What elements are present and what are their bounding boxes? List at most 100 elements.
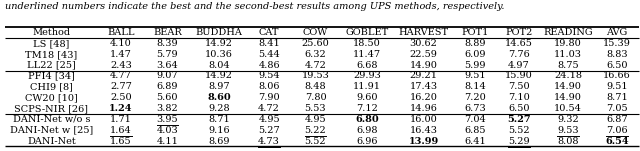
Text: 9.51: 9.51 — [465, 71, 486, 80]
Text: 1.65: 1.65 — [110, 137, 132, 146]
Text: 29.93: 29.93 — [353, 71, 381, 80]
Text: 16.20: 16.20 — [410, 93, 438, 102]
Text: 8.48: 8.48 — [305, 82, 326, 91]
Text: 25.60: 25.60 — [301, 39, 330, 48]
Text: 18.50: 18.50 — [353, 39, 381, 48]
Text: 8.04: 8.04 — [208, 61, 230, 70]
Text: 4.73: 4.73 — [258, 137, 280, 146]
Text: 9.54: 9.54 — [259, 71, 280, 80]
Text: 5.99: 5.99 — [465, 61, 486, 70]
Text: 4.03: 4.03 — [157, 126, 179, 135]
Text: 3.64: 3.64 — [157, 61, 179, 70]
Text: 10.36: 10.36 — [205, 50, 233, 59]
Text: 7.50: 7.50 — [508, 82, 530, 91]
Text: 19.80: 19.80 — [554, 39, 582, 48]
Text: 8.14: 8.14 — [464, 82, 486, 91]
Text: 2.50: 2.50 — [110, 93, 132, 102]
Text: 9.07: 9.07 — [157, 71, 178, 80]
Text: 5.27: 5.27 — [259, 126, 280, 135]
Text: 6.54: 6.54 — [605, 137, 628, 146]
Text: 9.32: 9.32 — [557, 115, 579, 124]
Text: 22.59: 22.59 — [410, 50, 438, 59]
Text: DANI-Net w/o s: DANI-Net w/o s — [13, 115, 90, 124]
Text: 8.83: 8.83 — [606, 50, 628, 59]
Text: 1.24: 1.24 — [109, 104, 132, 113]
Text: CW20 [10]: CW20 [10] — [25, 93, 78, 102]
Text: SCPS-NIR [26]: SCPS-NIR [26] — [15, 104, 88, 113]
Text: CHI9 [8]: CHI9 [8] — [30, 82, 73, 91]
Text: 7.05: 7.05 — [606, 104, 628, 113]
Text: CAT: CAT — [259, 28, 280, 37]
Text: BALL: BALL — [108, 28, 135, 37]
Text: 14.92: 14.92 — [205, 39, 233, 48]
Text: 4.72: 4.72 — [258, 104, 280, 113]
Text: POT1: POT1 — [461, 28, 489, 37]
Text: 10.54: 10.54 — [554, 104, 582, 113]
Text: 4.72: 4.72 — [305, 61, 326, 70]
Text: 14.92: 14.92 — [205, 71, 233, 80]
Text: 16.00: 16.00 — [410, 115, 438, 124]
Text: 7.10: 7.10 — [508, 93, 530, 102]
Text: 8.69: 8.69 — [208, 137, 230, 146]
Text: PFI4 [34]: PFI4 [34] — [28, 71, 75, 80]
Text: 14.96: 14.96 — [410, 104, 438, 113]
Text: 2.43: 2.43 — [110, 61, 132, 70]
Text: 17.43: 17.43 — [410, 82, 438, 91]
Text: 9.51: 9.51 — [606, 82, 628, 91]
Text: 6.32: 6.32 — [305, 50, 326, 59]
Text: Method: Method — [33, 28, 70, 37]
Text: 6.50: 6.50 — [606, 61, 628, 70]
Text: 5.60: 5.60 — [157, 93, 178, 102]
Text: COW: COW — [303, 28, 328, 37]
Text: 6.73: 6.73 — [464, 104, 486, 113]
Text: 8.75: 8.75 — [557, 61, 579, 70]
Text: 8.08: 8.08 — [557, 137, 579, 146]
Text: 24.18: 24.18 — [554, 71, 582, 80]
Text: 4.95: 4.95 — [305, 115, 326, 124]
Text: 8.97: 8.97 — [208, 82, 230, 91]
Text: 14.90: 14.90 — [554, 93, 582, 102]
Text: 4.77: 4.77 — [110, 71, 132, 80]
Text: BEAR: BEAR — [153, 28, 182, 37]
Text: underlined numbers indicate the best and the second-best results among UPS metho: underlined numbers indicate the best and… — [5, 2, 504, 11]
Text: BUDDHA: BUDDHA — [195, 28, 243, 37]
Text: 6.41: 6.41 — [464, 137, 486, 146]
Text: 9.53: 9.53 — [557, 126, 579, 135]
Text: 5.52: 5.52 — [508, 126, 530, 135]
Text: 16.66: 16.66 — [603, 71, 630, 80]
Text: 6.68: 6.68 — [356, 61, 378, 70]
Text: 1.71: 1.71 — [110, 115, 132, 124]
Text: 4.97: 4.97 — [508, 61, 530, 70]
Text: 8.89: 8.89 — [465, 39, 486, 48]
Text: 15.90: 15.90 — [505, 71, 533, 80]
Text: LL22 [25]: LL22 [25] — [27, 61, 76, 70]
Text: 8.71: 8.71 — [606, 93, 628, 102]
Text: 5.52: 5.52 — [305, 137, 326, 146]
Text: 8.06: 8.06 — [259, 82, 280, 91]
Text: 9.60: 9.60 — [356, 93, 378, 102]
Text: 7.76: 7.76 — [508, 50, 530, 59]
Text: 2.77: 2.77 — [110, 82, 132, 91]
Text: 5.53: 5.53 — [305, 104, 326, 113]
Text: 29.21: 29.21 — [410, 71, 438, 80]
Text: 11.47: 11.47 — [353, 50, 381, 59]
Text: 3.82: 3.82 — [157, 104, 179, 113]
Text: 5.44: 5.44 — [259, 50, 280, 59]
Text: AVG: AVG — [606, 28, 627, 37]
Text: 6.89: 6.89 — [157, 82, 178, 91]
Text: TM18 [43]: TM18 [43] — [26, 50, 77, 59]
Text: 6.98: 6.98 — [356, 126, 378, 135]
Text: HARVEST: HARVEST — [399, 28, 449, 37]
Text: 5.27: 5.27 — [507, 115, 531, 124]
Text: 14.65: 14.65 — [505, 39, 533, 48]
Text: DANI-Net w [25]: DANI-Net w [25] — [10, 126, 93, 135]
Text: 4.86: 4.86 — [259, 61, 280, 70]
Text: 7.20: 7.20 — [464, 93, 486, 102]
Text: 6.50: 6.50 — [508, 104, 530, 113]
Text: 9.28: 9.28 — [208, 104, 230, 113]
Text: 4.10: 4.10 — [110, 39, 132, 48]
Text: 5.79: 5.79 — [157, 50, 178, 59]
Text: 6.96: 6.96 — [356, 137, 378, 146]
Text: DANI-Net: DANI-Net — [27, 137, 76, 146]
Text: 11.03: 11.03 — [554, 50, 582, 59]
